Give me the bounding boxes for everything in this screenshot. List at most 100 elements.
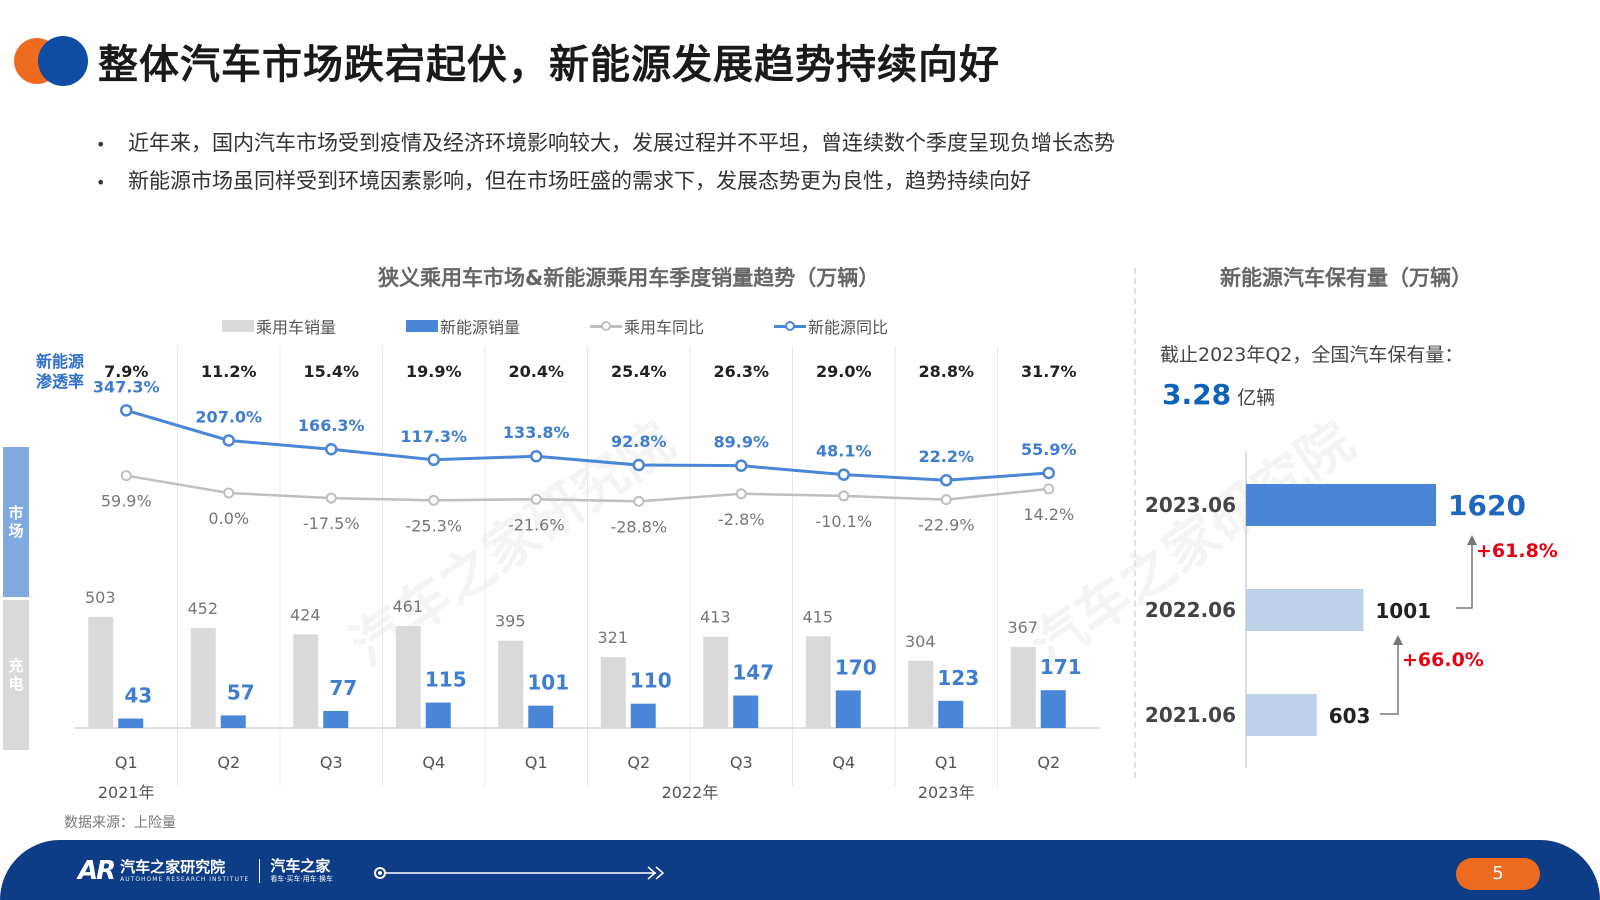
- pv-yoy-point: [325, 492, 337, 504]
- pv-yoy-point: [735, 488, 747, 500]
- footer-arrow-icon: [374, 866, 665, 880]
- footer-brand-cn: 汽车之家研究院: [120, 857, 226, 876]
- nev-sales-bar: [118, 718, 144, 728]
- legend-swatch-blue-line: [774, 320, 807, 332]
- pv-sales-label: 367: [1007, 618, 1038, 637]
- nev-sales-label: 110: [630, 669, 672, 693]
- legend-swatch-grey-line: [590, 320, 623, 332]
- pv-sales-bar: [395, 626, 421, 728]
- pv-sales-bar: [293, 634, 319, 728]
- pv-sales-bar: [703, 636, 729, 728]
- growth-label: +66.0%: [1402, 649, 1484, 671]
- nev-yoy-label: 92.8%: [611, 432, 667, 451]
- x-tick-label: Q1: [525, 753, 548, 772]
- stock-category-label: 2023.06: [1145, 493, 1236, 517]
- nev-yoy-point: [427, 453, 440, 467]
- stock-bar: [1246, 589, 1364, 631]
- x-tick-label: Q4: [832, 753, 855, 772]
- pv-yoy-label: -10.1%: [815, 512, 872, 531]
- page-title: 整体汽车市场跌宕起伏，新能源发展趋势持续向好: [98, 42, 1000, 88]
- penetration-rate-value: 20.4%: [508, 362, 564, 381]
- legend-label: 乘用车同比: [624, 318, 705, 337]
- x-tick-label: Q2: [217, 753, 240, 772]
- nev-sales-label: 170: [835, 655, 877, 679]
- vehicle-stock-unit: 亿辆: [1237, 387, 1276, 409]
- pv-yoy-label: 14.2%: [1023, 505, 1074, 524]
- legend-item-nev-sales: 新能源销量: [406, 314, 520, 338]
- pv-sales-label: 415: [802, 607, 833, 626]
- side-tab-charge: 充电: [3, 600, 29, 750]
- nev-yoy-point: [1042, 466, 1055, 480]
- pv-yoy-point: [223, 487, 235, 499]
- legend-label: 乘用车销量: [256, 318, 337, 337]
- blue-dot-icon: [38, 36, 88, 86]
- pv-yoy-label: -25.3%: [405, 516, 462, 535]
- chart-legend: 乘用车销量 新能源销量 乘用车同比 新能源同比: [222, 314, 958, 338]
- nev-yoy-line: [125, 408, 1049, 482]
- year-group-label: 2021年: [98, 783, 155, 802]
- legend-label: 新能源销量: [440, 318, 521, 337]
- penetration-label-line: 新能源: [36, 352, 85, 371]
- pv-sales-label: 452: [187, 599, 218, 618]
- nev-yoy-point: [837, 468, 850, 481]
- pv-yoy-label: -21.6%: [508, 515, 565, 534]
- title-row: 整体汽车市场跌宕起伏，新能源发展趋势持续向好: [12, 30, 1000, 92]
- growth-arrow: [1380, 637, 1399, 715]
- pv-yoy-line: [126, 474, 1049, 503]
- growth-arrowhead: [1467, 535, 1477, 545]
- pv-yoy-point: [120, 470, 132, 482]
- pv-yoy-point: [428, 494, 440, 506]
- nev-yoy-point: [325, 442, 338, 456]
- pv-sales-bar: [600, 657, 626, 728]
- nev-sales-label: 77: [329, 676, 357, 700]
- penetration-label-line: 渗透率: [36, 372, 85, 391]
- nev-yoy-point: [530, 449, 543, 463]
- pv-sales-bar: [805, 636, 831, 728]
- nev-sales-bar: [425, 702, 451, 728]
- penetration-rate-value: 25.4%: [611, 362, 667, 381]
- nev-sales-bar: [528, 705, 554, 728]
- nev-sales-label: 171: [1040, 655, 1082, 679]
- stock-bar: [1246, 694, 1317, 736]
- footer-brand2-tag: 看车·买车·用车·换车: [270, 875, 333, 883]
- x-tick-label: Q2: [627, 753, 650, 772]
- nev-yoy-point: [940, 473, 953, 487]
- pv-yoy-label: 59.9%: [101, 492, 152, 511]
- nev-yoy-label: 48.1%: [816, 442, 872, 461]
- stock-bar: [1246, 484, 1436, 526]
- penetration-rate-value: 31.7%: [1021, 362, 1077, 381]
- stock-value-label: 1001: [1375, 599, 1431, 623]
- nev-yoy-label: 89.9%: [713, 433, 769, 452]
- ar-logo-icon: AR: [78, 856, 116, 886]
- nev-sales-bar: [733, 695, 759, 728]
- legend-item-nev-yoy: 新能源同比: [774, 314, 888, 338]
- vehicle-stock-total: 3.28 亿辆: [1162, 378, 1275, 411]
- left-chart-title: 狭义乘用车市场&新能源乘用车季度销量趋势（万辆）: [378, 266, 880, 290]
- footer-logo: AR 汽车之家研究院 AUTOHOME RESEARCH INSTITUTE 汽…: [78, 856, 333, 886]
- pv-yoy-label: -2.8%: [718, 510, 764, 529]
- stock-category-label: 2021.06: [1145, 703, 1236, 727]
- nev-sales-bar: [323, 710, 349, 728]
- x-tick-label: Q3: [730, 753, 753, 772]
- pv-yoy-point: [633, 495, 645, 507]
- pv-sales-bar: [908, 660, 934, 728]
- penetration-rate-value: 26.3%: [713, 362, 769, 381]
- penetration-rate-value: 29.0%: [816, 362, 872, 381]
- legend-swatch-blue-bar: [406, 320, 439, 332]
- pv-yoy-point: [940, 494, 952, 506]
- footer-brand: 汽车之家研究院 AUTOHOME RESEARCH INSTITUTE: [120, 857, 249, 884]
- nev-yoy-point: [735, 459, 748, 472]
- nev-sales-label: 101: [527, 671, 569, 695]
- footer-brand-secondary: 汽车之家 看车·买车·用车·换车: [270, 858, 333, 884]
- bullet-item: • 近年来，国内汽车市场受到疫情及经济环境影响较大，发展过程并不平坦，曾连续数个季…: [96, 124, 1115, 162]
- side-tab-market: 市场: [3, 447, 29, 597]
- nev-yoy-point: [120, 404, 133, 417]
- growth-arrowhead: [1393, 635, 1403, 645]
- pv-yoy-label: -17.5%: [303, 514, 360, 533]
- growth-arrow: [1456, 537, 1473, 609]
- panel-divider: [1134, 268, 1136, 778]
- vehicle-stock-summary: 截止2023年Q2，全国汽车保有量：: [1160, 344, 1464, 366]
- bullet-item: • 新能源市场虽同样受到环境因素影响，但在市场旺盛的需求下，发展态势更为良性，趋势…: [96, 162, 1115, 200]
- right-chart-title: 新能源汽车保有量（万辆）: [1220, 266, 1472, 290]
